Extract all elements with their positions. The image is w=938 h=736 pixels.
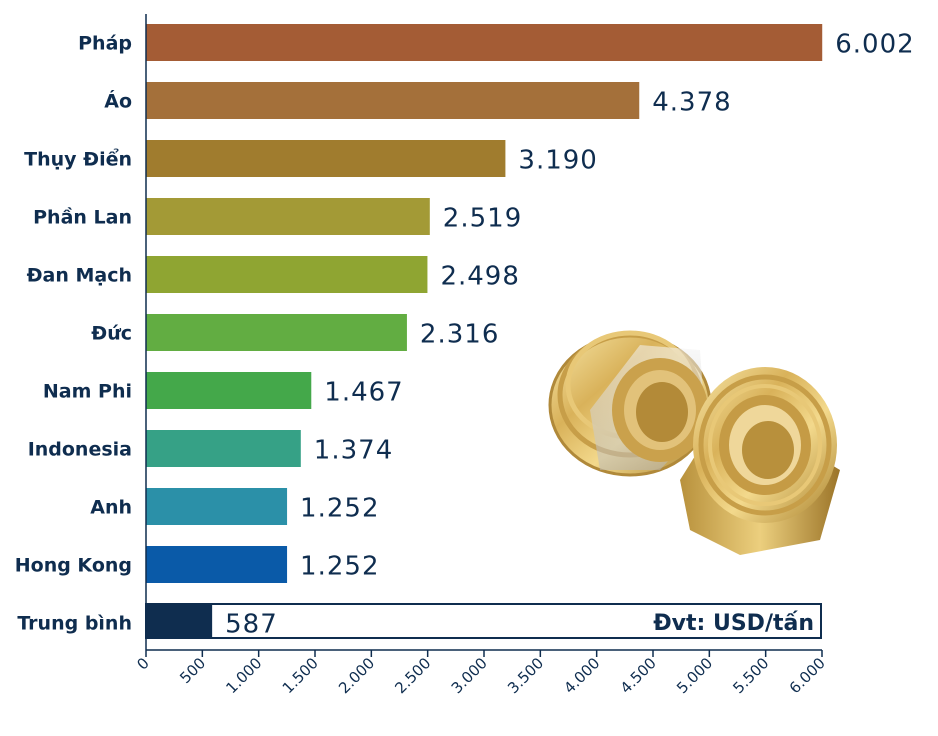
value-label: 1.467 bbox=[324, 378, 403, 408]
bar bbox=[146, 82, 640, 119]
x-tick-label: 4.500 bbox=[617, 654, 660, 697]
category-label: Đan Mạch bbox=[27, 265, 132, 287]
bar bbox=[146, 430, 301, 467]
x-tick-label: 4.000 bbox=[560, 654, 603, 697]
category-label: Nam Phi bbox=[43, 381, 132, 403]
value-label: 2.498 bbox=[440, 262, 519, 292]
x-tick-label: 5.000 bbox=[673, 654, 716, 697]
category-label: Áo bbox=[104, 90, 132, 113]
x-tick-label: 3.000 bbox=[448, 654, 491, 697]
brass-fittings-image bbox=[548, 330, 840, 555]
value-label: 3.190 bbox=[518, 146, 597, 176]
bar bbox=[146, 603, 213, 639]
bar bbox=[146, 198, 430, 235]
x-tick-label: 5.500 bbox=[729, 654, 772, 697]
category-label: Indonesia bbox=[28, 439, 132, 461]
x-tick-label: 2.500 bbox=[391, 654, 434, 697]
value-label: 2.519 bbox=[443, 204, 522, 234]
category-label: Phần Lan bbox=[33, 206, 132, 229]
category-label: Hong Kong bbox=[15, 555, 132, 577]
value-label: 4.378 bbox=[652, 88, 731, 118]
category-label: Trung bình bbox=[17, 613, 132, 635]
bar bbox=[146, 140, 506, 177]
bar bbox=[146, 256, 428, 293]
x-tick-label: 6.000 bbox=[786, 654, 829, 697]
x-tick-label: 2.000 bbox=[335, 654, 378, 697]
x-tick-label: 1.500 bbox=[279, 654, 322, 697]
bar bbox=[146, 372, 312, 409]
bar bbox=[146, 488, 288, 525]
category-label: Thụy Điển bbox=[24, 148, 132, 171]
category-label: Anh bbox=[90, 497, 132, 519]
category-label: Pháp bbox=[78, 33, 132, 55]
category-label: Đức bbox=[91, 323, 132, 345]
x-tick-label: 0 bbox=[133, 654, 152, 673]
value-label: 1.252 bbox=[300, 494, 379, 524]
bar bbox=[146, 314, 407, 351]
x-tick-label: 1.000 bbox=[222, 654, 265, 697]
value-label: 587 bbox=[225, 610, 278, 640]
x-tick-label: 3.500 bbox=[504, 654, 547, 697]
unit-note: Đvt: USD/tấn bbox=[653, 611, 814, 636]
value-label: 6.002 bbox=[835, 30, 914, 60]
x-tick-label: 500 bbox=[176, 654, 209, 687]
value-label: 2.316 bbox=[420, 320, 499, 350]
value-label: 1.252 bbox=[300, 552, 379, 582]
bar bbox=[146, 24, 823, 61]
value-label: 1.374 bbox=[314, 436, 393, 466]
bar bbox=[146, 546, 288, 583]
